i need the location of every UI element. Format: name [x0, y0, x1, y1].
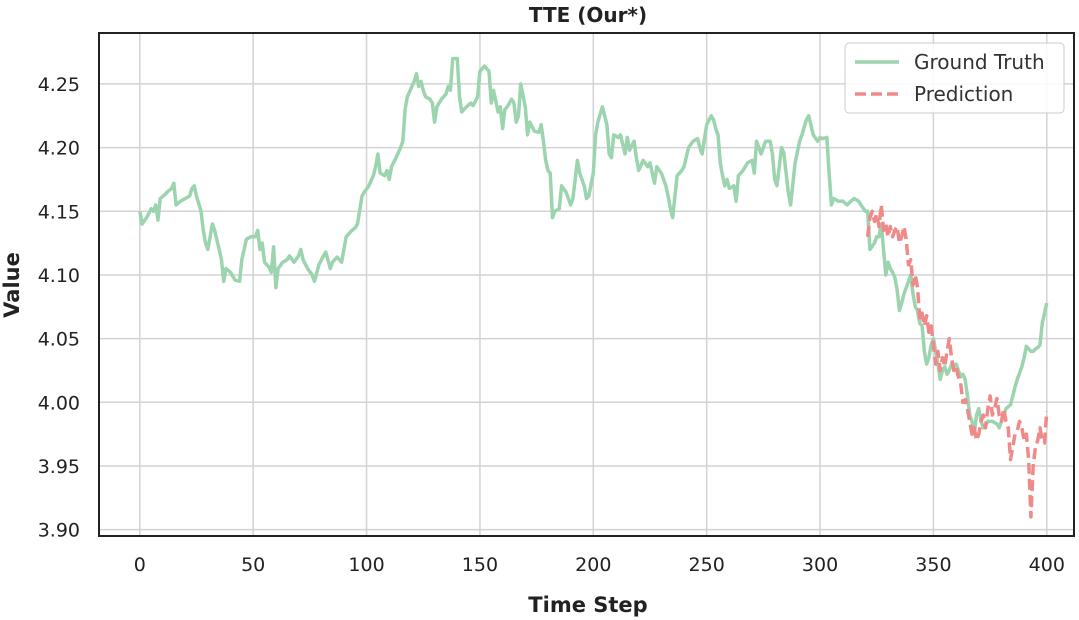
- legend: Ground Truth Prediction: [844, 42, 1065, 114]
- chart-title: TTE (Our*): [529, 3, 647, 27]
- x-tick-label: 400: [1029, 554, 1065, 576]
- legend-label-prediction: Prediction: [914, 82, 1013, 106]
- y-tick-label: 4.00: [38, 392, 80, 414]
- y-tick-label: 4.05: [38, 329, 80, 351]
- x-tick-label: 200: [575, 554, 611, 576]
- x-axis-title: Time Step: [528, 593, 647, 617]
- x-tick-label: 250: [689, 554, 725, 576]
- legend-box: [844, 42, 1065, 114]
- y-tick-label: 4.15: [38, 201, 80, 223]
- legend-label-ground-truth: Ground Truth: [914, 50, 1045, 74]
- x-tick-label: 350: [915, 554, 951, 576]
- y-tick-label: 3.95: [38, 456, 80, 478]
- x-tick-label: 50: [241, 554, 265, 576]
- x-axis-ticks: 0 50 100 150 200 250 300 350 400: [134, 554, 1065, 576]
- plot-frame: [98, 32, 1075, 537]
- y-tick-label: 4.25: [38, 74, 80, 96]
- series-line-prediction: [865, 203, 1049, 519]
- y-tick-label: 4.20: [38, 138, 80, 160]
- x-tick-label: 150: [462, 554, 498, 576]
- series-line-ground-truth: [138, 56, 1049, 436]
- x-tick-label: 0: [134, 554, 146, 576]
- y-axis-ticks: 3.90 3.95 4.00 4.05 4.10 4.15 4.20 4.25: [38, 74, 80, 542]
- y-tick-label: 3.90: [38, 520, 80, 542]
- y-axis-title: Value: [0, 252, 24, 318]
- x-tick-label: 300: [802, 554, 838, 576]
- y-tick-label: 4.10: [38, 265, 80, 287]
- x-tick-label: 100: [348, 554, 384, 576]
- series-layer: [138, 56, 1049, 519]
